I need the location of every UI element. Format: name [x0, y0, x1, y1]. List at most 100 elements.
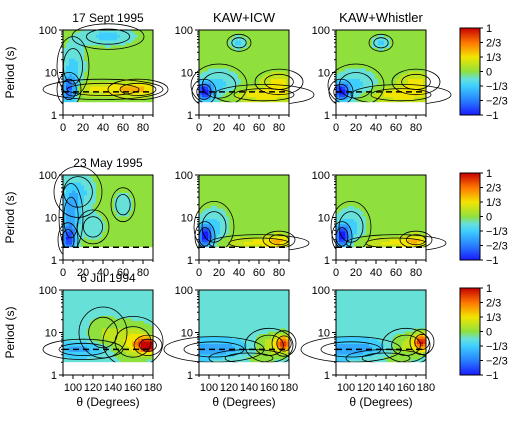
heatmap-cell [396, 40, 399, 43]
heatmap-cell [232, 242, 235, 245]
heatmap-cell [99, 51, 102, 54]
heatmap-cell [111, 239, 114, 242]
heatmap-cell [384, 242, 387, 245]
heatmap-cell [84, 188, 87, 191]
heatmap-cell [211, 53, 214, 56]
x-tick-label: 60 [390, 122, 402, 134]
x-tick-label: 20 [213, 122, 225, 134]
heatmap-cell [147, 219, 150, 222]
heatmap-cell [220, 242, 223, 245]
heatmap-cell [265, 209, 268, 212]
heatmap-cell [93, 232, 96, 235]
heatmap-cell [84, 196, 87, 199]
heatmap-cell [366, 190, 369, 193]
heatmap-cell [399, 35, 402, 38]
heatmap-cell [93, 100, 96, 103]
heatmap-cell [241, 76, 244, 79]
heatmap-cell [351, 188, 354, 191]
heatmap-cell [144, 53, 147, 56]
heatmap-cell [220, 219, 223, 222]
heatmap-cell [250, 188, 253, 191]
heatmap-cell [138, 69, 141, 72]
heatmap-cell [345, 53, 348, 56]
heatmap-cell [108, 214, 111, 217]
heatmap-cell [108, 196, 111, 199]
heatmap-cell [351, 53, 354, 56]
heatmap-cell [126, 56, 129, 59]
heatmap-cell [277, 193, 280, 196]
heatmap-cell [235, 193, 238, 196]
heatmap-cell [244, 214, 247, 217]
heatmap-cell [268, 211, 271, 214]
heatmap-cell [72, 76, 75, 79]
heatmap-cell [96, 190, 99, 193]
heatmap-cell [378, 178, 381, 181]
heatmap-cell [84, 66, 87, 69]
heatmap-cell [69, 209, 72, 212]
heatmap-cell [280, 188, 283, 191]
heatmap-cell [357, 56, 360, 59]
heatmap-cell [369, 61, 372, 64]
heatmap-cell [138, 74, 141, 77]
heatmap-cell [78, 33, 81, 36]
heatmap-cell [117, 178, 120, 181]
heatmap-cell [408, 38, 411, 41]
heatmap-cell [141, 58, 144, 61]
heatmap-cell [93, 196, 96, 199]
heatmap-cell [283, 214, 286, 217]
heatmap-cell [138, 45, 141, 48]
heatmap-cell [348, 74, 351, 77]
heatmap-cell [381, 43, 384, 46]
heatmap-cell [420, 58, 423, 61]
heatmap-cell [378, 66, 381, 69]
heatmap-cell [114, 87, 117, 90]
heatmap-cell [138, 201, 141, 204]
heatmap-cell [387, 66, 390, 69]
heatmap-cell [135, 214, 138, 217]
heatmap-cell [211, 214, 214, 217]
heatmap-cell [390, 61, 393, 64]
heatmap-cell [277, 239, 280, 242]
heatmap-cell [360, 214, 363, 217]
heatmap-cell [384, 76, 387, 79]
heatmap-cell [372, 214, 375, 217]
heatmap-cell [393, 89, 396, 92]
heatmap-cell [144, 193, 147, 196]
heatmap-cell [96, 198, 99, 201]
heatmap-cell [280, 232, 283, 235]
heatmap-cell [351, 58, 354, 61]
heatmap-cell [138, 183, 141, 186]
heatmap-cell [111, 190, 114, 193]
heatmap-cell [405, 58, 408, 61]
heatmap-cell [223, 74, 226, 77]
heatmap-cell [348, 33, 351, 36]
heatmap-cell [217, 221, 220, 224]
heatmap-cell [102, 206, 105, 209]
heatmap-cell [214, 214, 217, 217]
heatmap-cell [229, 61, 232, 64]
heatmap-cell [138, 53, 141, 56]
heatmap-cell [214, 35, 217, 38]
heatmap-cell [214, 178, 217, 181]
heatmap-cell [387, 193, 390, 196]
heatmap-cell [241, 221, 244, 224]
heatmap-cell [241, 224, 244, 227]
heatmap-cell [351, 82, 354, 85]
heatmap-cell [420, 35, 423, 38]
heatmap-cell [280, 203, 283, 206]
heatmap-cell [366, 48, 369, 51]
heatmap-cell [241, 64, 244, 67]
heatmap-cell [117, 190, 120, 193]
heatmap-cell [369, 71, 372, 74]
heatmap-cell [265, 64, 268, 67]
heatmap-cell [357, 198, 360, 201]
heatmap-cell [262, 206, 265, 209]
heatmap-cell [387, 229, 390, 232]
heatmap-cell [351, 224, 354, 227]
heatmap-cell [375, 221, 378, 224]
column-title: KAW+ICW [213, 10, 276, 25]
heatmap-cell [238, 232, 241, 235]
heatmap-cell [205, 242, 208, 245]
heatmap-cell [208, 53, 211, 56]
heatmap-cell [235, 227, 238, 230]
